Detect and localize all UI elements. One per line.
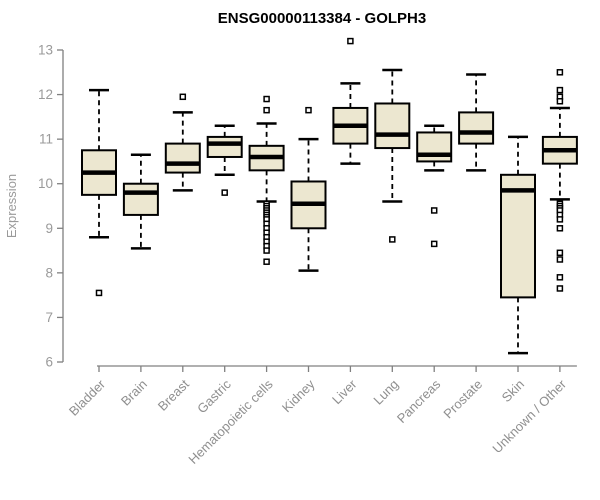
x-category-label: Skin bbox=[499, 377, 527, 405]
box-breast bbox=[164, 93, 201, 192]
box-brain bbox=[122, 153, 159, 250]
outlier-point bbox=[556, 216, 564, 223]
iqr-box bbox=[500, 173, 536, 299]
outlier-point bbox=[556, 69, 564, 76]
iqr-box bbox=[458, 111, 495, 145]
box-bladder bbox=[81, 88, 117, 297]
x-category-label: Breast bbox=[155, 376, 192, 413]
outlier-point bbox=[430, 240, 438, 248]
box-gastric bbox=[206, 124, 243, 196]
iqr-box bbox=[206, 135, 243, 158]
y-tick-label: 12 bbox=[38, 87, 53, 102]
iqr-box bbox=[374, 102, 411, 150]
chart-title: ENSG00000113384 - GOLPH3 bbox=[218, 10, 426, 27]
x-category-label: Pancreas bbox=[394, 376, 444, 426]
box-liver bbox=[332, 37, 369, 165]
outlier-point bbox=[347, 37, 354, 45]
iqr-box bbox=[164, 142, 201, 174]
iqr-box bbox=[122, 182, 159, 216]
outlier-point bbox=[179, 93, 187, 101]
x-category-label: Brain bbox=[118, 377, 150, 409]
x-category-label: Unknown / Other bbox=[489, 376, 569, 456]
y-tick-label: 10 bbox=[38, 176, 53, 191]
x-category-label: Liver bbox=[329, 376, 360, 407]
outlier-point bbox=[556, 274, 564, 281]
outlier-point bbox=[221, 189, 228, 196]
outlier-point bbox=[556, 285, 564, 292]
box-lung bbox=[374, 68, 411, 243]
x-category-label: Gastric bbox=[194, 376, 234, 416]
y-axis-label: Expression bbox=[4, 174, 19, 238]
outlier-point bbox=[556, 86, 564, 94]
outlier-point bbox=[263, 106, 270, 114]
outlier-point bbox=[263, 258, 270, 265]
y-tick-label: 8 bbox=[45, 265, 53, 280]
y-tick-label: 7 bbox=[45, 310, 53, 325]
x-category-label: Lung bbox=[370, 377, 401, 408]
box-unknown-other bbox=[541, 69, 578, 292]
box-prostate bbox=[458, 73, 495, 172]
outlier-point bbox=[556, 98, 564, 105]
outlier-point bbox=[95, 289, 103, 297]
x-category-label: Bladder bbox=[66, 376, 109, 419]
outlier-point bbox=[556, 225, 564, 232]
x-category-label: Kidney bbox=[279, 376, 318, 415]
x-category-label: Prostate bbox=[440, 377, 485, 422]
y-tick-label: 6 bbox=[45, 355, 53, 370]
y-tick-label: 9 bbox=[45, 221, 53, 236]
iqr-box bbox=[416, 131, 453, 163]
box-hematopoietic-cells bbox=[248, 95, 285, 265]
box-skin bbox=[500, 135, 536, 355]
y-tick-label: 13 bbox=[38, 43, 53, 58]
outlier-point bbox=[430, 207, 438, 214]
box-pancreas bbox=[416, 124, 453, 248]
outlier-point bbox=[305, 106, 312, 114]
y-tick-label: 11 bbox=[39, 132, 53, 147]
outlier-point bbox=[389, 236, 396, 243]
outlier-point bbox=[263, 247, 270, 254]
outlier-point bbox=[263, 95, 270, 103]
box-kidney bbox=[290, 106, 327, 272]
outlier-point bbox=[556, 256, 564, 263]
outlier-point bbox=[556, 249, 564, 257]
